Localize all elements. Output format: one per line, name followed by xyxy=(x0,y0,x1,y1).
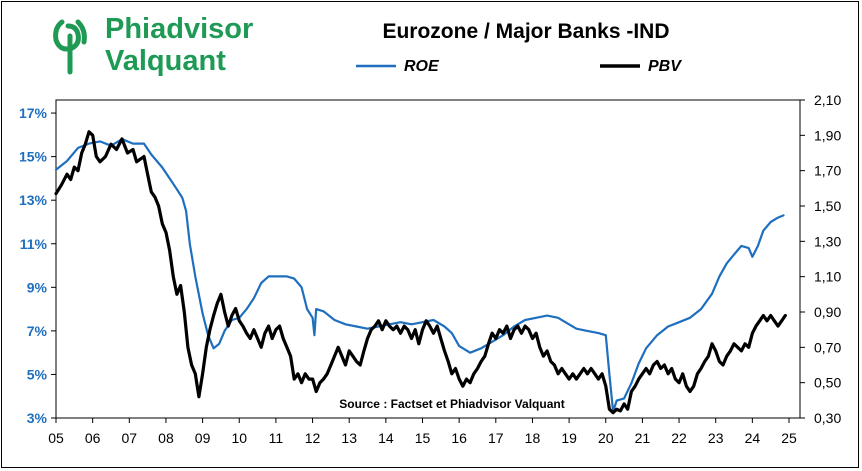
right-tick-label: 1,70 xyxy=(814,163,841,179)
x-tick-label: 24 xyxy=(745,430,761,446)
right-tick-label: 0,50 xyxy=(814,375,841,391)
x-tick-label: 20 xyxy=(598,430,614,446)
x-tick-label: 16 xyxy=(451,430,467,446)
right-tick-label: 1,10 xyxy=(814,269,841,285)
x-tick-label: 13 xyxy=(341,430,357,446)
x-tick-label: 12 xyxy=(305,430,321,446)
right-tick-label: 1,50 xyxy=(814,198,841,214)
left-tick-label: 15% xyxy=(19,149,48,165)
x-tick-label: 15 xyxy=(415,430,431,446)
chart-title: Eurozone / Major Banks -IND xyxy=(382,20,669,43)
plot-area xyxy=(55,99,801,419)
legend-label-pbv: PBV xyxy=(648,58,682,75)
x-tick-label: 21 xyxy=(635,430,651,446)
logo-line2: Valquant xyxy=(105,45,226,77)
legend-label-roe: ROE xyxy=(404,58,440,75)
right-tick-label: 0,70 xyxy=(814,339,841,355)
x-tick-label: 09 xyxy=(195,430,211,446)
left-tick-label: 5% xyxy=(27,366,48,382)
source-note: Source : Factset et Phiadvisor Valquant xyxy=(339,397,564,411)
x-tick-label: 10 xyxy=(231,430,247,446)
x-tick-label: 19 xyxy=(561,430,577,446)
left-axis: 3% 5% 7% 9% 11% 13% 15% 17% xyxy=(19,105,56,426)
logo: Phiadvisor Valquant xyxy=(53,13,253,77)
right-tick-label: 1,90 xyxy=(814,127,841,143)
x-tick-label: 07 xyxy=(122,430,138,446)
x-axis: 05 06 07 08 09 10 11 12 13 14 15 16 17 18 19 20 21 22 23 24… xyxy=(48,418,797,446)
right-tick-label: 2,10 xyxy=(814,92,841,108)
left-tick-label: 9% xyxy=(27,279,48,295)
x-tick-label: 05 xyxy=(48,430,64,446)
left-tick-label: 17% xyxy=(19,105,48,121)
left-tick-label: 3% xyxy=(27,410,48,426)
right-tick-label: 0,90 xyxy=(814,304,841,320)
right-tick-label: 1,30 xyxy=(814,233,841,249)
series-line-pbv xyxy=(54,130,787,415)
legend: ROE PBV xyxy=(356,58,682,75)
series-line-roe xyxy=(54,138,785,413)
left-tick-label: 7% xyxy=(27,323,48,339)
left-tick-label: 13% xyxy=(19,192,48,208)
x-tick-label: 18 xyxy=(525,430,541,446)
x-tick-label: 06 xyxy=(85,430,101,446)
logo-line1: Phiadvisor xyxy=(105,13,253,45)
left-tick-label: 11% xyxy=(20,236,48,252)
x-tick-label: 23 xyxy=(708,430,724,446)
x-tick-label: 25 xyxy=(781,430,797,446)
x-tick-label: 11 xyxy=(269,430,284,446)
right-tick-label: 0,30 xyxy=(814,410,841,426)
x-tick-label: 08 xyxy=(158,430,174,446)
logo-mark-icon xyxy=(53,19,87,75)
series-layer xyxy=(54,130,787,415)
x-tick-label: 14 xyxy=(378,430,394,446)
x-tick-label: 17 xyxy=(488,430,504,446)
x-tick-label: 22 xyxy=(671,430,687,446)
right-axis: 0,30 0,50 0,70 0,90 1,10 1,30 1,50 1,70 1,90 2,10 xyxy=(800,92,841,426)
